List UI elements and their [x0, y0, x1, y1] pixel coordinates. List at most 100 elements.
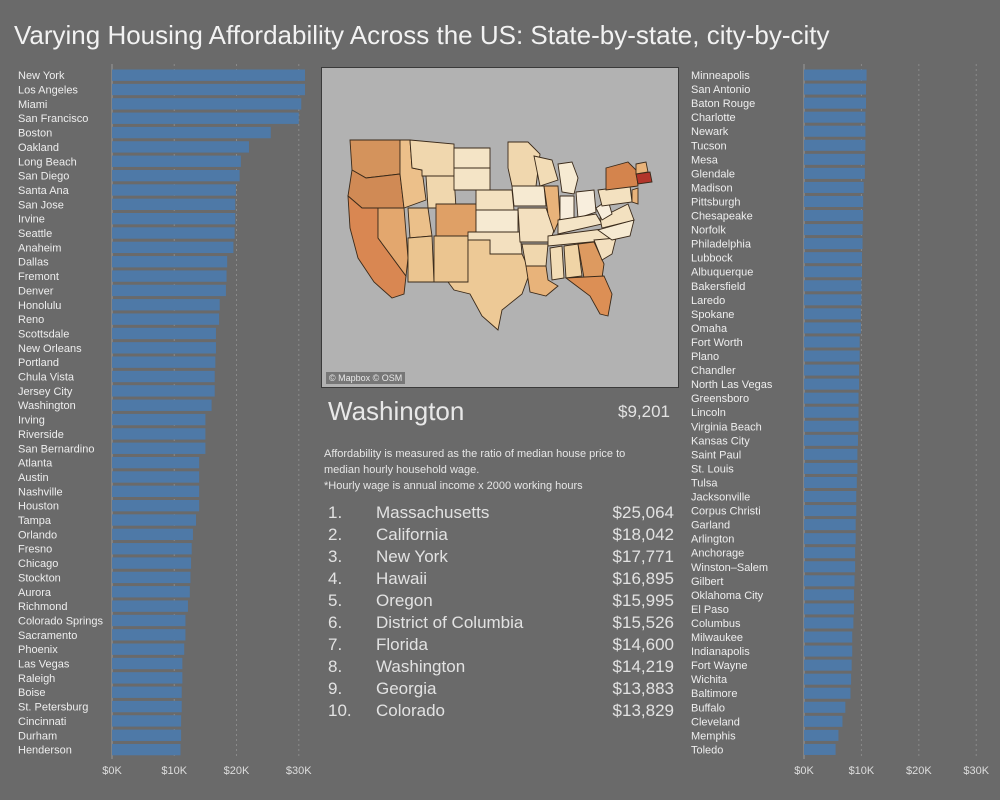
city-bar[interactable] [112, 672, 183, 684]
city-bar[interactable] [804, 743, 836, 755]
city-bar[interactable] [804, 715, 843, 727]
city-bar[interactable] [112, 141, 249, 153]
city-bar[interactable] [804, 195, 864, 207]
city-bar[interactable] [112, 98, 302, 110]
city-bar[interactable] [804, 350, 860, 362]
state-michigan[interactable] [557, 161, 579, 195]
city-bar[interactable] [804, 505, 857, 517]
state-kansas[interactable] [475, 209, 519, 233]
city-bar[interactable] [112, 299, 220, 311]
state-nevada[interactable] [377, 207, 409, 278]
city-bar[interactable] [804, 476, 857, 488]
state-florida[interactable] [564, 275, 613, 317]
city-bar[interactable] [112, 686, 182, 698]
state-montana[interactable] [409, 139, 455, 177]
city-bar[interactable] [804, 224, 863, 236]
city-bar[interactable] [804, 617, 854, 629]
city-bar[interactable] [804, 280, 862, 292]
city-bar[interactable] [804, 210, 864, 222]
city-bar[interactable] [112, 155, 241, 167]
city-bar[interactable] [804, 561, 856, 573]
city-bar[interactable] [804, 336, 860, 348]
city-bar[interactable] [112, 399, 212, 411]
city-bar[interactable] [112, 413, 206, 426]
city-bar[interactable] [112, 213, 236, 225]
city-bar[interactable] [112, 456, 200, 469]
city-bar[interactable] [112, 270, 227, 282]
city-bar[interactable] [112, 342, 216, 354]
city-bar[interactable] [804, 378, 860, 390]
city-bar[interactable] [112, 729, 182, 741]
city-bar[interactable] [112, 327, 216, 340]
state-north-dakota[interactable] [453, 147, 491, 169]
city-bar[interactable] [112, 629, 186, 641]
city-bar[interactable] [112, 184, 236, 196]
city-bar[interactable] [804, 575, 855, 587]
state-virginia[interactable] [599, 203, 635, 229]
city-bar[interactable] [804, 308, 861, 320]
state-south-carolina[interactable] [593, 237, 617, 261]
city-bar[interactable] [804, 83, 867, 95]
city-bar[interactable] [112, 743, 181, 756]
city-bar[interactable] [804, 603, 854, 615]
state-arkansas[interactable] [521, 243, 549, 267]
state-new-york[interactable] [605, 161, 639, 191]
city-bar[interactable] [112, 313, 220, 325]
city-bar[interactable] [112, 657, 183, 670]
city-bar[interactable] [112, 112, 299, 124]
us-state-map[interactable] [322, 68, 679, 388]
state-colorado[interactable] [435, 203, 477, 237]
city-bar[interactable] [804, 434, 858, 446]
state-wisconsin[interactable] [533, 155, 559, 187]
state-alabama[interactable] [563, 243, 583, 279]
city-bar[interactable] [112, 126, 271, 139]
city-bar[interactable] [804, 139, 866, 151]
city-bar[interactable] [804, 69, 867, 81]
city-bar[interactable] [112, 586, 190, 598]
city-bar[interactable] [112, 471, 200, 483]
city-bar[interactable] [804, 111, 866, 123]
city-bar[interactable] [112, 370, 215, 383]
city-bar[interactable] [112, 356, 216, 368]
city-bar[interactable] [112, 700, 182, 713]
state-arizona[interactable] [407, 235, 435, 283]
state-wyoming[interactable] [425, 175, 457, 209]
state-vermont-nh[interactable] [635, 161, 649, 175]
state-iowa[interactable] [511, 185, 547, 207]
city-bar[interactable] [804, 153, 865, 165]
city-bar[interactable] [804, 645, 853, 657]
city-bar[interactable] [804, 673, 852, 685]
city-bar[interactable] [804, 167, 865, 179]
city-bar[interactable] [804, 181, 864, 193]
state-new-mexico[interactable] [433, 235, 469, 283]
city-bar[interactable] [112, 241, 234, 254]
city-bar[interactable] [112, 528, 193, 541]
state-map-panel[interactable]: © Mapbox © OSM [321, 67, 679, 388]
city-bar[interactable] [112, 428, 206, 440]
city-bar[interactable] [804, 687, 851, 699]
state-texas[interactable] [447, 239, 531, 331]
city-bar[interactable] [112, 543, 192, 555]
city-bar[interactable] [804, 406, 859, 418]
city-bar[interactable] [804, 631, 853, 643]
city-bar[interactable] [804, 266, 862, 278]
city-bar[interactable] [804, 547, 856, 559]
state-illinois[interactable] [543, 185, 561, 234]
city-bar[interactable] [112, 485, 200, 497]
state-ohio[interactable] [575, 189, 597, 219]
city-bar[interactable] [804, 364, 860, 376]
map-credit[interactable]: © Mapbox © OSM [326, 372, 406, 384]
city-bar[interactable] [112, 198, 236, 210]
state-south-dakota[interactable] [453, 167, 491, 191]
state-nebraska[interactable] [475, 189, 515, 211]
city-bar[interactable] [112, 69, 305, 81]
city-bar[interactable] [804, 294, 862, 306]
state-utah[interactable] [407, 207, 433, 239]
city-bar[interactable] [804, 462, 858, 474]
city-bar[interactable] [112, 83, 305, 96]
city-bar[interactable] [112, 284, 226, 297]
city-bar[interactable] [112, 385, 215, 397]
city-bar[interactable] [804, 533, 856, 545]
city-bar[interactable] [804, 701, 846, 713]
city-bar[interactable] [112, 169, 240, 182]
